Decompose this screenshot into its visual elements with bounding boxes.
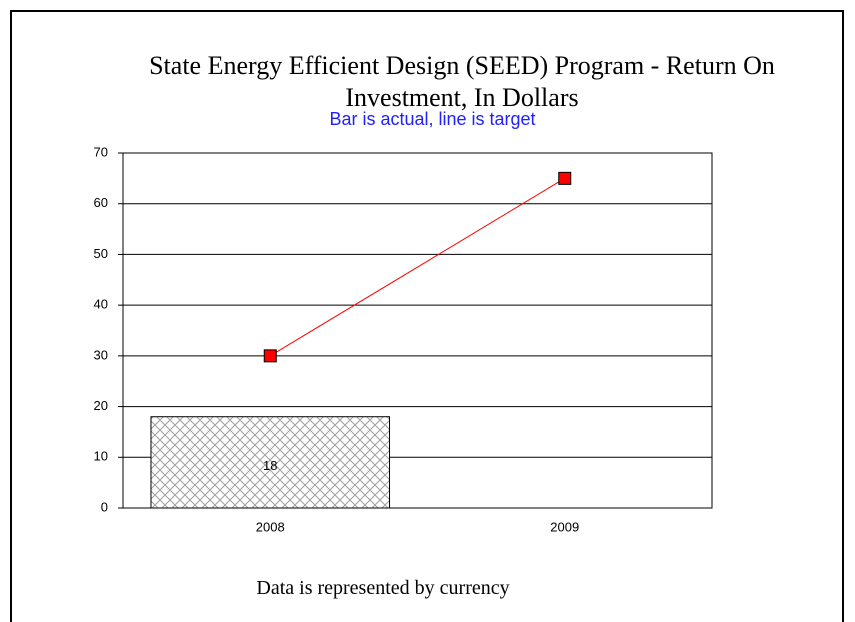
data-label: 18 (263, 458, 277, 473)
y-tick-label: 20 (94, 398, 108, 413)
y-tick-label: 0 (101, 499, 108, 514)
y-tick-label: 40 (94, 297, 108, 312)
y-tick-label: 60 (94, 195, 108, 210)
x-tick-label: 2009 (550, 519, 579, 534)
chart-subtitle: Bar is actual, line is target (329, 109, 536, 129)
chart-title: State Energy Efficient Design (SEED) Pro… (149, 51, 775, 112)
frame (10, 10, 844, 622)
y-tick-label: 50 (94, 246, 108, 261)
target-line (269, 177, 566, 357)
bar (150, 416, 391, 509)
line-marker (558, 171, 572, 185)
chart-footer: Data is represented by currency (256, 577, 510, 599)
y-tick-label: 30 (94, 347, 108, 362)
y-tick-label: 70 (94, 144, 108, 159)
y-tick-label: 10 (94, 449, 108, 464)
x-tick-label: 2008 (256, 519, 285, 534)
line-marker (263, 349, 277, 363)
